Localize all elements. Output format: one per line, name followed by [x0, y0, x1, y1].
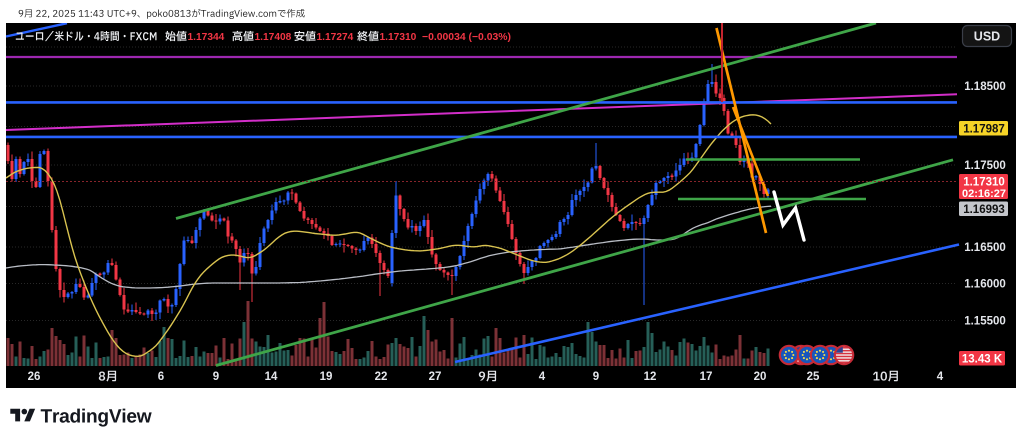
- svg-text:19: 19: [320, 371, 333, 383]
- svg-text:12: 12: [644, 371, 657, 383]
- svg-text:6: 6: [158, 371, 164, 383]
- svg-text:1.18500: 1.18500: [964, 81, 1006, 93]
- svg-text:17: 17: [700, 371, 713, 383]
- svg-text:1.17310: 1.17310: [963, 177, 1005, 189]
- svg-text:13.43 K: 13.43 K: [962, 353, 1003, 365]
- svg-text:02:16:27: 02:16:27: [962, 188, 1006, 200]
- svg-text:1.17500: 1.17500: [964, 160, 1006, 172]
- svg-text:1.16993: 1.16993: [963, 204, 1005, 216]
- svg-text:27: 27: [429, 371, 442, 383]
- svg-text:9: 9: [593, 371, 599, 383]
- svg-text:1.16000: 1.16000: [964, 279, 1006, 291]
- svg-text:4: 4: [937, 371, 944, 383]
- svg-text:4: 4: [539, 371, 546, 383]
- svg-text:USD: USD: [974, 30, 1000, 44]
- svg-text:1.17310: 1.17310: [380, 32, 417, 43]
- svg-text:1.17274: 1.17274: [317, 32, 354, 43]
- svg-text:22: 22: [375, 371, 388, 383]
- svg-text:9: 9: [213, 371, 219, 383]
- svg-text:1.17987: 1.17987: [963, 123, 1005, 135]
- svg-text:20: 20: [754, 371, 767, 383]
- svg-text:1.15500: 1.15500: [964, 316, 1006, 328]
- svg-text:14: 14: [265, 371, 278, 383]
- svg-text:1.17344: 1.17344: [188, 32, 225, 43]
- svg-text:1.17408: 1.17408: [255, 32, 292, 43]
- svg-text:−0.00034 (−0.03%): −0.00034 (−0.03%): [422, 32, 511, 43]
- svg-text:25: 25: [807, 371, 820, 383]
- svg-text:26: 26: [28, 371, 41, 383]
- svg-text:1.16500: 1.16500: [964, 242, 1006, 254]
